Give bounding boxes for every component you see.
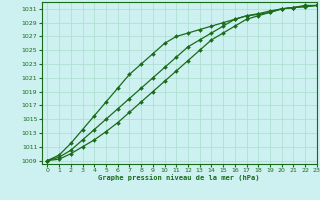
X-axis label: Graphe pression niveau de la mer (hPa): Graphe pression niveau de la mer (hPa): [99, 175, 260, 181]
